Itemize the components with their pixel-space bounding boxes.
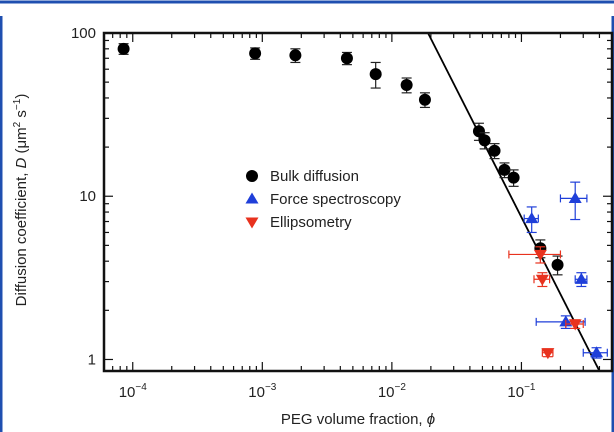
data-points bbox=[117, 42, 608, 360]
data-point bbox=[472, 125, 485, 138]
power-law-fit-line bbox=[427, 33, 601, 371]
data-point bbox=[340, 52, 353, 65]
data-point bbox=[507, 171, 520, 184]
data-point bbox=[117, 42, 130, 55]
x-tick-label: 10−3 bbox=[248, 382, 277, 401]
legend-item: Bulk diffusion bbox=[246, 168, 359, 185]
y-axis-label: Diffusion coefficient, D (μm2 s−1) bbox=[12, 94, 30, 307]
legend-label: Force spectroscopy bbox=[270, 191, 401, 208]
legend-item: Force spectroscopy bbox=[245, 191, 401, 208]
data-point bbox=[568, 319, 582, 331]
data-point bbox=[400, 79, 413, 92]
series-bulk-diffusion bbox=[117, 42, 564, 276]
y-tick-label: 1 bbox=[88, 351, 96, 368]
plot-frame bbox=[102, 31, 614, 373]
x-tick-label: 10−4 bbox=[119, 382, 148, 401]
data-point bbox=[249, 47, 262, 60]
data-point bbox=[551, 258, 564, 271]
legend-marker bbox=[245, 217, 259, 229]
data-point bbox=[418, 93, 431, 106]
data-point bbox=[369, 68, 382, 81]
data-point bbox=[568, 191, 582, 203]
data-point bbox=[574, 272, 588, 284]
fit-line-group bbox=[427, 33, 601, 371]
data-point bbox=[488, 144, 501, 157]
data-point bbox=[590, 346, 604, 358]
y-tick-label: 100 bbox=[71, 25, 96, 42]
legend-label: Ellipsometry bbox=[270, 214, 352, 231]
data-point bbox=[533, 249, 547, 261]
data-point bbox=[478, 134, 491, 147]
data-point bbox=[525, 212, 539, 224]
y-tick-label: 10 bbox=[79, 188, 96, 205]
legend-item: Ellipsometry bbox=[245, 214, 352, 231]
data-point bbox=[498, 163, 511, 176]
x-tick-label: 10−1 bbox=[507, 382, 536, 401]
legend: Bulk diffusion Force spectroscopy Ellipsom… bbox=[245, 168, 401, 231]
data-point bbox=[289, 49, 302, 62]
series-force-spectroscopy bbox=[523, 181, 608, 359]
legend-label: Bulk diffusion bbox=[270, 168, 359, 185]
x-tick-label: 10−2 bbox=[378, 382, 407, 401]
legend-marker bbox=[246, 170, 258, 182]
legend-marker bbox=[245, 192, 259, 204]
series-ellipsometry bbox=[508, 246, 584, 360]
data-point bbox=[541, 348, 555, 360]
x-axis-label: PEG volume fraction, ϕ bbox=[281, 411, 435, 428]
data-point bbox=[535, 274, 549, 286]
axis-labels: PEG volume fraction, ϕ Diffusion coeffic… bbox=[12, 94, 435, 428]
